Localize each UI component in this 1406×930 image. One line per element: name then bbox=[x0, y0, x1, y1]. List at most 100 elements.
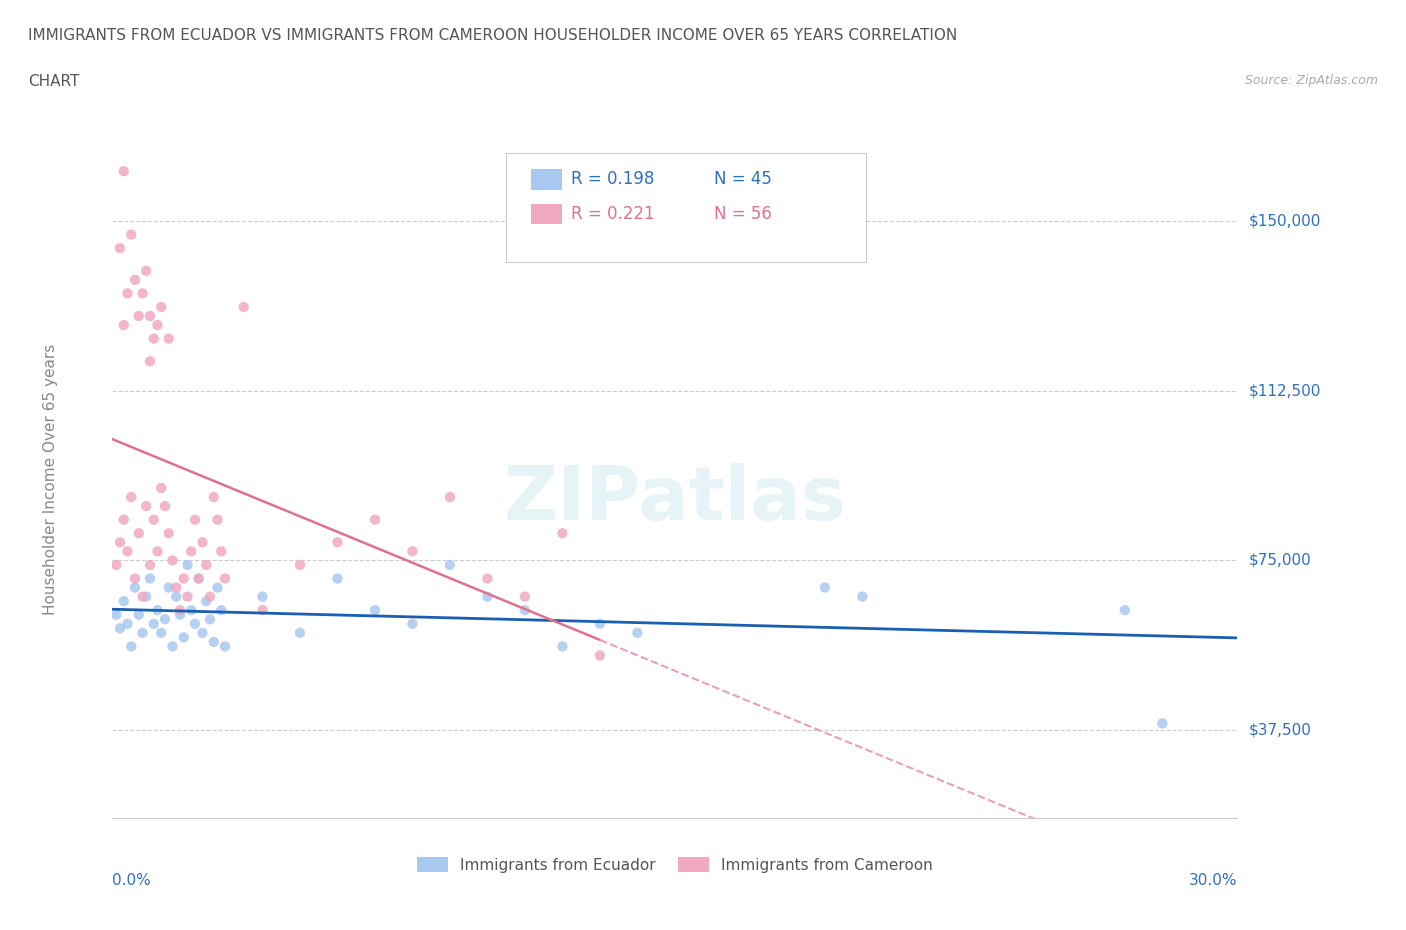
Point bbox=[108, 241, 131, 256]
Point bbox=[117, 617, 139, 631]
Point bbox=[184, 512, 207, 527]
Point bbox=[184, 617, 207, 631]
Text: 30.0%: 30.0% bbox=[1189, 872, 1237, 888]
Point bbox=[401, 544, 423, 559]
Point bbox=[477, 590, 499, 604]
Point bbox=[589, 648, 612, 663]
Text: $37,500: $37,500 bbox=[1249, 723, 1312, 737]
Point bbox=[108, 621, 131, 636]
Point bbox=[401, 617, 423, 631]
Text: R = 0.221: R = 0.221 bbox=[571, 205, 655, 222]
Point bbox=[551, 639, 574, 654]
Text: $150,000: $150,000 bbox=[1249, 214, 1320, 229]
Point bbox=[120, 639, 142, 654]
Text: R = 0.198: R = 0.198 bbox=[571, 170, 655, 188]
Point bbox=[551, 525, 574, 540]
Point bbox=[142, 331, 165, 346]
Point bbox=[162, 639, 184, 654]
Point bbox=[252, 603, 274, 618]
Text: $75,000: $75,000 bbox=[1249, 553, 1312, 568]
Point bbox=[117, 544, 139, 559]
Point bbox=[112, 512, 135, 527]
Point bbox=[176, 590, 198, 604]
Point bbox=[207, 512, 229, 527]
Point bbox=[195, 593, 218, 608]
Text: $112,500: $112,500 bbox=[1249, 383, 1320, 398]
Point bbox=[135, 590, 157, 604]
Point bbox=[112, 164, 135, 179]
Point bbox=[851, 590, 873, 604]
Point bbox=[131, 625, 153, 640]
Point bbox=[135, 263, 157, 278]
Point bbox=[142, 617, 165, 631]
Point bbox=[176, 557, 198, 572]
Point bbox=[139, 353, 162, 368]
Point bbox=[169, 603, 191, 618]
Text: Householder Income Over 65 years: Householder Income Over 65 years bbox=[44, 343, 58, 615]
Point bbox=[191, 625, 214, 640]
Bar bbox=[531, 169, 562, 190]
Point bbox=[1152, 716, 1174, 731]
Point bbox=[117, 286, 139, 300]
Point bbox=[128, 525, 150, 540]
Point bbox=[207, 580, 229, 595]
Point bbox=[477, 571, 499, 586]
Point bbox=[169, 607, 191, 622]
Point bbox=[146, 318, 169, 333]
Point bbox=[153, 498, 176, 513]
Point bbox=[439, 489, 461, 504]
Text: Source: ZipAtlas.com: Source: ZipAtlas.com bbox=[1244, 74, 1378, 87]
Point bbox=[180, 603, 202, 618]
Point bbox=[513, 603, 536, 618]
Point bbox=[120, 227, 142, 242]
Point bbox=[108, 535, 131, 550]
Text: IMMIGRANTS FROM ECUADOR VS IMMIGRANTS FROM CAMEROON HOUSEHOLDER INCOME OVER 65 Y: IMMIGRANTS FROM ECUADOR VS IMMIGRANTS FR… bbox=[28, 28, 957, 43]
Point bbox=[252, 590, 274, 604]
Text: N = 45: N = 45 bbox=[714, 170, 772, 188]
Point bbox=[157, 580, 180, 595]
Point bbox=[187, 571, 209, 586]
Point bbox=[191, 535, 214, 550]
Point bbox=[131, 590, 153, 604]
Point bbox=[173, 571, 195, 586]
Point bbox=[150, 481, 173, 496]
Point bbox=[105, 557, 128, 572]
Point bbox=[153, 612, 176, 627]
Point bbox=[120, 489, 142, 504]
Point bbox=[150, 625, 173, 640]
Point bbox=[364, 603, 387, 618]
Point bbox=[198, 590, 221, 604]
Point bbox=[124, 272, 146, 287]
Point bbox=[202, 489, 225, 504]
Legend: Immigrants from Ecuador, Immigrants from Cameroon: Immigrants from Ecuador, Immigrants from… bbox=[411, 850, 939, 879]
Point bbox=[214, 639, 236, 654]
Point bbox=[814, 580, 837, 595]
Point bbox=[288, 557, 311, 572]
Point bbox=[326, 571, 349, 586]
FancyBboxPatch shape bbox=[506, 153, 866, 261]
Point bbox=[112, 593, 135, 608]
Point bbox=[209, 603, 232, 618]
Point bbox=[202, 634, 225, 649]
Point bbox=[214, 571, 236, 586]
Point bbox=[173, 630, 195, 644]
Bar bbox=[531, 204, 562, 224]
Point bbox=[142, 512, 165, 527]
Point bbox=[139, 309, 162, 324]
Point bbox=[589, 617, 612, 631]
Point bbox=[439, 557, 461, 572]
Point bbox=[187, 571, 209, 586]
Point bbox=[128, 309, 150, 324]
Text: 0.0%: 0.0% bbox=[112, 872, 152, 888]
Point bbox=[131, 286, 153, 300]
Point bbox=[232, 299, 254, 314]
Text: N = 56: N = 56 bbox=[714, 205, 772, 222]
Point bbox=[128, 607, 150, 622]
Point bbox=[326, 535, 349, 550]
Point bbox=[112, 318, 135, 333]
Point bbox=[105, 607, 128, 622]
Point bbox=[364, 512, 387, 527]
Point bbox=[139, 557, 162, 572]
Point bbox=[150, 299, 173, 314]
Point bbox=[165, 580, 187, 595]
